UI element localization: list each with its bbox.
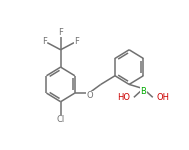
Text: B: B (140, 87, 146, 96)
Text: O: O (86, 91, 93, 100)
Text: HO: HO (117, 93, 130, 102)
Text: F: F (42, 37, 47, 46)
Text: OH: OH (157, 93, 170, 102)
Text: Cl: Cl (57, 115, 65, 124)
Text: F: F (74, 37, 79, 46)
Text: F: F (58, 28, 63, 37)
